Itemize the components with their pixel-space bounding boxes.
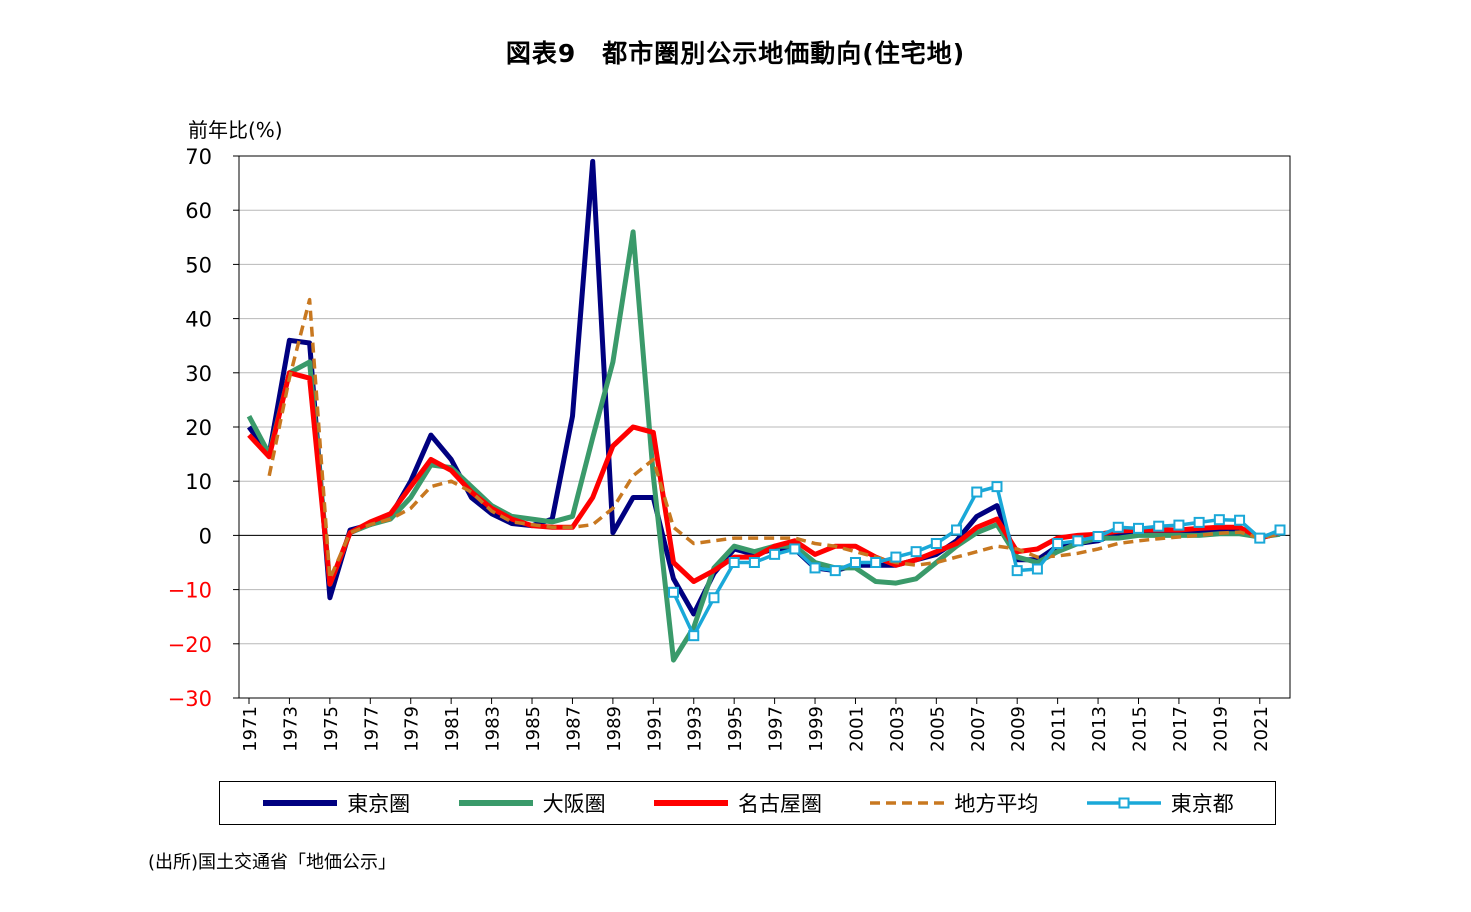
data-point — [1092, 530, 1104, 542]
y-tick-label: 10 — [185, 470, 212, 494]
series-line-0 — [246, 158, 1281, 617]
legend-swatch — [458, 800, 533, 806]
y-tick-labels: 70 60 50 40 30 20 10 0 −10 −20 −30 — [168, 145, 212, 711]
y-tick-label: 40 — [185, 308, 212, 332]
y-tick-label: 30 — [185, 362, 212, 386]
y-tick-label: 70 — [185, 145, 212, 169]
data-point — [1234, 514, 1246, 526]
legend-item: 東京都 — [1085, 788, 1234, 818]
x-tick-label: 2019 — [1210, 706, 1231, 752]
data-point — [688, 630, 700, 642]
legend-label: 地方平均 — [954, 792, 1039, 816]
data-point — [849, 557, 861, 568]
x-tick-label: 2005 — [927, 706, 948, 752]
y-tick-label: −30 — [168, 687, 212, 711]
legend-item: 名古屋圏 — [652, 788, 822, 818]
x-tick-label: 1999 — [806, 706, 827, 752]
x-tick-label: 2015 — [1129, 706, 1150, 752]
x-tick-label: 1993 — [685, 706, 706, 752]
data-point — [870, 557, 882, 568]
data-point — [728, 557, 740, 568]
x-tick-label: 1971 — [240, 706, 261, 752]
series-line-1 — [246, 229, 1281, 663]
data-point — [971, 486, 983, 498]
x-tick-label: 1989 — [604, 706, 625, 752]
data-point — [809, 562, 821, 574]
legend-label: 大阪圏 — [542, 792, 606, 816]
x-tick-label: 1985 — [523, 706, 544, 752]
data-point — [1112, 521, 1124, 533]
gridlines — [233, 155, 1290, 704]
data-point — [708, 592, 720, 604]
x-tick-label: 1973 — [280, 706, 301, 752]
data-point — [1254, 532, 1266, 544]
data-point — [930, 538, 942, 550]
x-tick-label: 2017 — [1170, 706, 1191, 752]
series-line-3 — [267, 297, 1281, 581]
data-point — [769, 548, 781, 560]
data-point — [1173, 519, 1185, 531]
plot-area-border — [238, 155, 1291, 699]
x-tick-label: 2007 — [968, 706, 989, 752]
x-tick-label: 1979 — [402, 706, 423, 752]
data-point — [1011, 565, 1023, 577]
legend-item: 東京圏 — [261, 788, 410, 818]
legend-swatch — [870, 801, 945, 805]
x-tick-label: 1981 — [442, 706, 463, 752]
x-tick-label: 1975 — [321, 706, 342, 752]
x-tick-label: 2003 — [887, 706, 908, 752]
data-point — [951, 524, 963, 536]
series-line-4 — [671, 484, 1281, 638]
legend-label: 東京圏 — [347, 792, 411, 816]
y-tick-label: −20 — [168, 633, 212, 657]
data-point — [1153, 520, 1165, 532]
x-tick-label: 1983 — [483, 706, 504, 752]
series-lines — [246, 158, 1286, 663]
legend-item: 大阪圏 — [457, 788, 606, 818]
series-line-2 — [247, 370, 1281, 587]
chart-title: 図表9 都市圏別公示地価動向(住宅地) — [505, 39, 966, 68]
x-tick-label: 1991 — [644, 706, 665, 752]
x-tick-label: 1997 — [766, 706, 787, 752]
data-point — [991, 481, 1003, 493]
legend-swatch — [653, 800, 728, 806]
data-point — [668, 586, 680, 598]
legend: 東京圏 大阪圏 名古屋圏 地方平均 東京都 — [219, 781, 1276, 825]
legend-swatch — [1086, 797, 1161, 809]
data-point — [1274, 524, 1286, 536]
data-point — [1052, 538, 1064, 550]
x-tick-label: 1977 — [361, 706, 382, 752]
y-axis-label: 前年比(%) — [188, 118, 283, 142]
x-tick-label: 1995 — [725, 706, 746, 752]
x-tick-label: 2009 — [1008, 706, 1029, 752]
data-point — [789, 543, 801, 555]
x-tick-label: 2021 — [1251, 706, 1272, 752]
legend-label: 東京都 — [1170, 792, 1234, 816]
data-point — [829, 565, 841, 577]
data-point — [890, 551, 902, 563]
source-note: (出所)国土交通省「地価公示」 — [148, 852, 397, 873]
x-tick-labels: 1971 1973 1975 1977 1979 1981 1983 1985 1987 1989… — [240, 706, 1272, 752]
x-tick-label: 2013 — [1089, 706, 1110, 752]
x-tick-label: 2001 — [846, 706, 867, 752]
data-point — [1193, 516, 1205, 528]
x-tick-label: 1987 — [563, 706, 584, 752]
y-tick-label: −10 — [168, 579, 212, 603]
y-tick-label: 0 — [199, 524, 212, 548]
data-point — [910, 546, 922, 558]
legend-item: 地方平均 — [868, 788, 1038, 818]
y-tick-label: 20 — [185, 416, 212, 440]
y-tick-label: 50 — [185, 253, 212, 277]
data-point — [1132, 522, 1144, 534]
data-point — [748, 557, 760, 568]
data-point — [1213, 514, 1225, 526]
legend-swatch — [263, 800, 338, 806]
x-tick-label: 2011 — [1049, 706, 1070, 752]
data-point — [1031, 563, 1043, 575]
data-point — [1072, 535, 1084, 547]
legend-label: 名古屋圏 — [737, 792, 822, 816]
y-tick-label: 60 — [185, 199, 212, 223]
